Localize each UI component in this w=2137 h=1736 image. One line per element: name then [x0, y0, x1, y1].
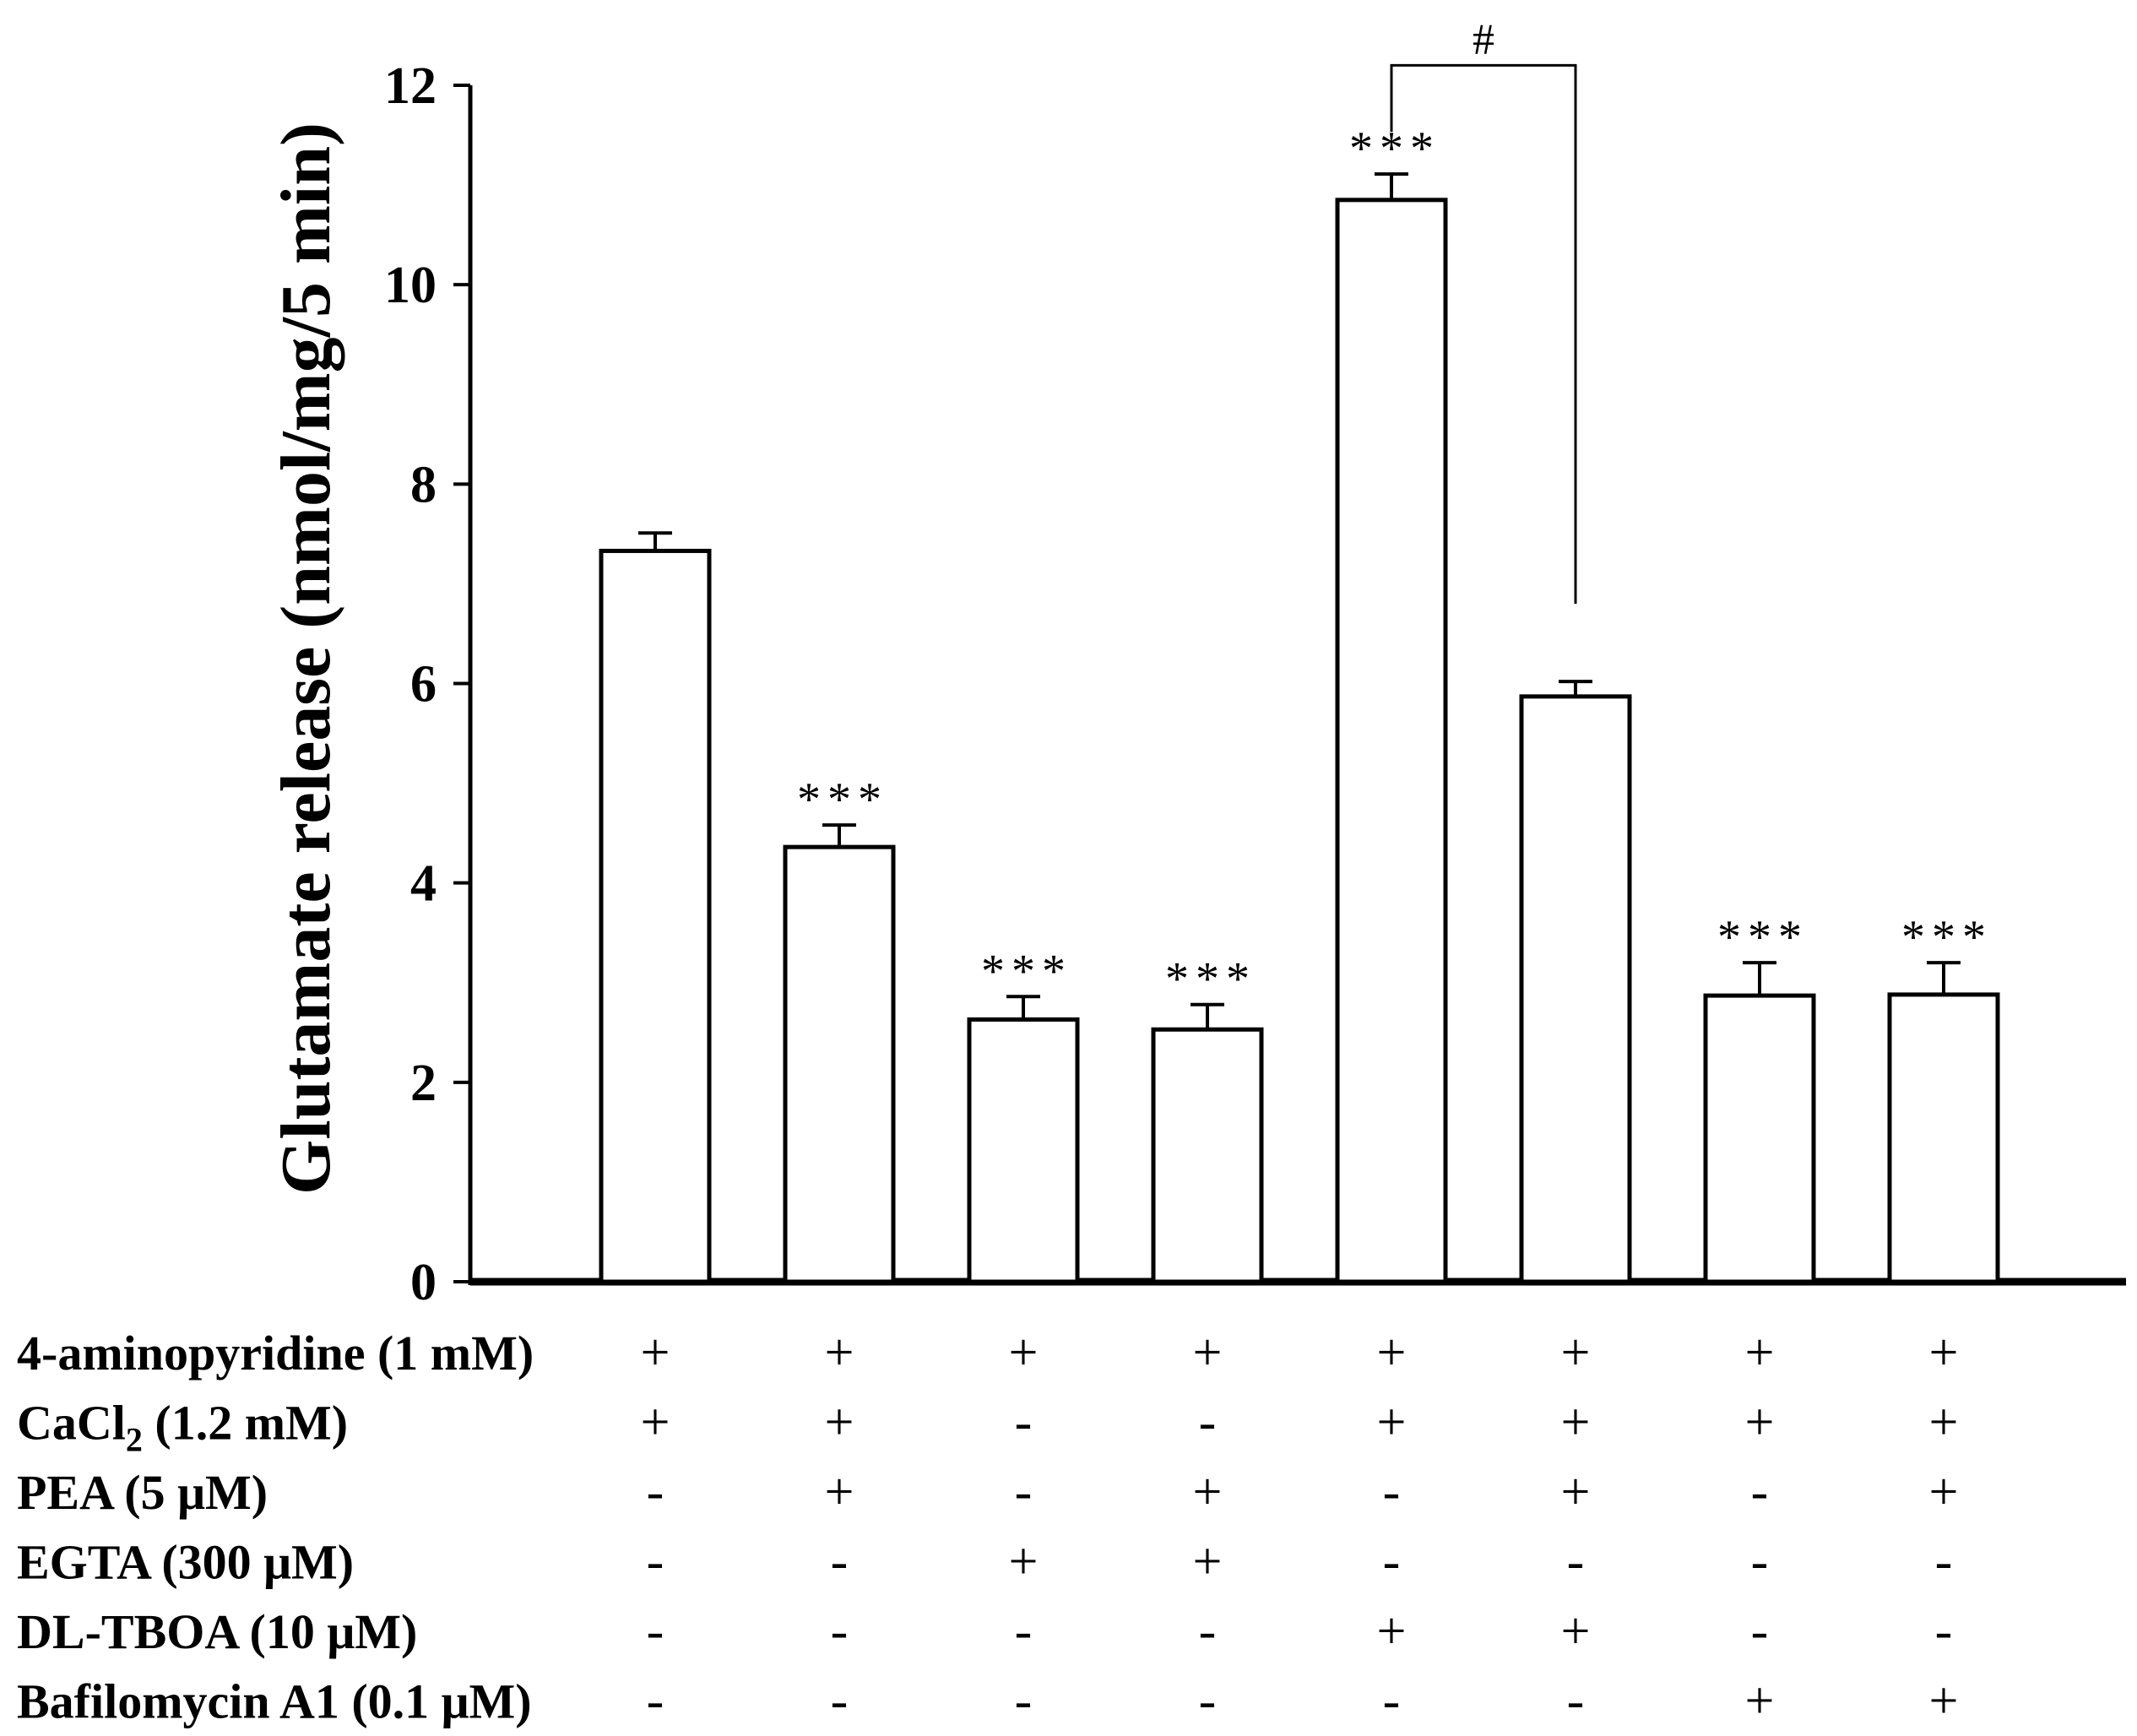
condition-mark: -	[1935, 1603, 1953, 1660]
condition-mark: -	[1199, 1603, 1217, 1660]
comparison-bracket	[1390, 63, 1577, 605]
y-tick-label: 8	[410, 456, 437, 513]
condition-mark: -	[1751, 1533, 1769, 1591]
bars	[599, 172, 2000, 1284]
condition-mark: +	[1009, 1324, 1039, 1381]
significance-label: ***	[797, 773, 888, 826]
condition-mark: +	[1193, 1463, 1223, 1521]
condition-mark: -	[1383, 1673, 1401, 1730]
condition-mark: +	[1929, 1324, 1959, 1381]
condition-mark: -	[1751, 1603, 1769, 1660]
condition-mark: -	[1015, 1463, 1033, 1521]
y-tick-label: 12	[384, 57, 437, 115]
condition-mark: -	[647, 1463, 664, 1521]
condition-mark: -	[647, 1603, 664, 1660]
significance-label: ***	[981, 945, 1072, 997]
condition-label: EGTA (300 μM)	[17, 1535, 354, 1590]
bar	[599, 548, 712, 1284]
condition-mark: -	[1567, 1673, 1585, 1730]
condition-mark: +	[1193, 1324, 1223, 1381]
condition-mark: -	[831, 1603, 849, 1660]
condition-mark: -	[647, 1673, 664, 1730]
condition-mark: -	[1199, 1673, 1217, 1730]
condition-mark: +	[1377, 1324, 1407, 1381]
annotations: *** *** *** *** *** *** #	[797, 15, 1993, 1006]
bar	[967, 1017, 1080, 1284]
condition-mark: +	[1377, 1394, 1407, 1451]
significance-label: ***	[1717, 911, 1809, 963]
condition-mark: -	[1199, 1394, 1217, 1451]
condition-mark: +	[825, 1394, 854, 1451]
y-tick-label: 4	[410, 855, 437, 913]
bar	[1887, 992, 2000, 1284]
condition-mark: +	[641, 1324, 670, 1381]
y-tick-label: 6	[410, 656, 437, 713]
condition-mark: +	[1745, 1394, 1775, 1451]
condition-mark: -	[1935, 1533, 1953, 1591]
y-tick-label: 2	[410, 1055, 437, 1112]
y-tick-label: 0	[410, 1254, 437, 1311]
bar	[1519, 694, 1632, 1284]
y-axis: 0 2 4 6 8 10 12	[384, 57, 2126, 1311]
condition-label: 4-aminopyridine (1 mM)	[17, 1326, 534, 1381]
condition-mark: +	[1929, 1463, 1959, 1521]
y-tick-label: 10	[384, 257, 437, 314]
condition-mark: +	[1009, 1533, 1039, 1591]
condition-label: CaCl2 (1.2 mM)	[17, 1396, 348, 1459]
condition-mark: -	[1015, 1394, 1033, 1451]
condition-label: Bafilomycin A1 (0.1 μM)	[17, 1674, 532, 1729]
condition-mark: -	[1567, 1533, 1585, 1591]
comparison-label: #	[1473, 15, 1494, 63]
significance-label: ***	[1901, 911, 1993, 963]
condition-label: DL-TBOA (10 μM)	[17, 1604, 417, 1659]
condition-mark: +	[1561, 1324, 1591, 1381]
significance-label: ***	[1349, 122, 1440, 175]
condition-mark: +	[1745, 1673, 1775, 1730]
bar	[1703, 993, 1816, 1284]
condition-mark: +	[1561, 1603, 1591, 1660]
condition-mark: +	[1929, 1673, 1959, 1730]
conditions-table: 4-aminopyridine (1 mM) + + + + + + + + CaCl2 (1.2…	[17, 1324, 1958, 1730]
bar	[1335, 198, 1448, 1284]
condition-mark: +	[641, 1394, 670, 1451]
condition-mark: -	[831, 1673, 849, 1730]
condition-mark: +	[825, 1463, 854, 1521]
significance-label: ***	[1165, 953, 1256, 1006]
condition-mark: +	[1377, 1603, 1407, 1660]
condition-mark: -	[1383, 1533, 1401, 1591]
condition-mark: +	[825, 1324, 854, 1381]
condition-mark: -	[1383, 1463, 1401, 1521]
y-axis-title: Glutamate release (nmol/mg/5 min)	[267, 122, 345, 1195]
bar	[1151, 1027, 1264, 1284]
condition-mark: -	[647, 1533, 664, 1591]
condition-mark: +	[1193, 1533, 1223, 1591]
condition-mark: +	[1561, 1394, 1591, 1451]
condition-mark: +	[1929, 1394, 1959, 1451]
condition-mark: +	[1561, 1463, 1591, 1521]
condition-mark: -	[1015, 1603, 1033, 1660]
condition-mark: +	[1745, 1324, 1775, 1381]
condition-mark: -	[831, 1533, 849, 1591]
condition-mark: -	[1015, 1673, 1033, 1730]
bar	[783, 844, 896, 1284]
condition-label: PEA (5 μM)	[17, 1465, 268, 1520]
condition-mark: -	[1751, 1463, 1769, 1521]
